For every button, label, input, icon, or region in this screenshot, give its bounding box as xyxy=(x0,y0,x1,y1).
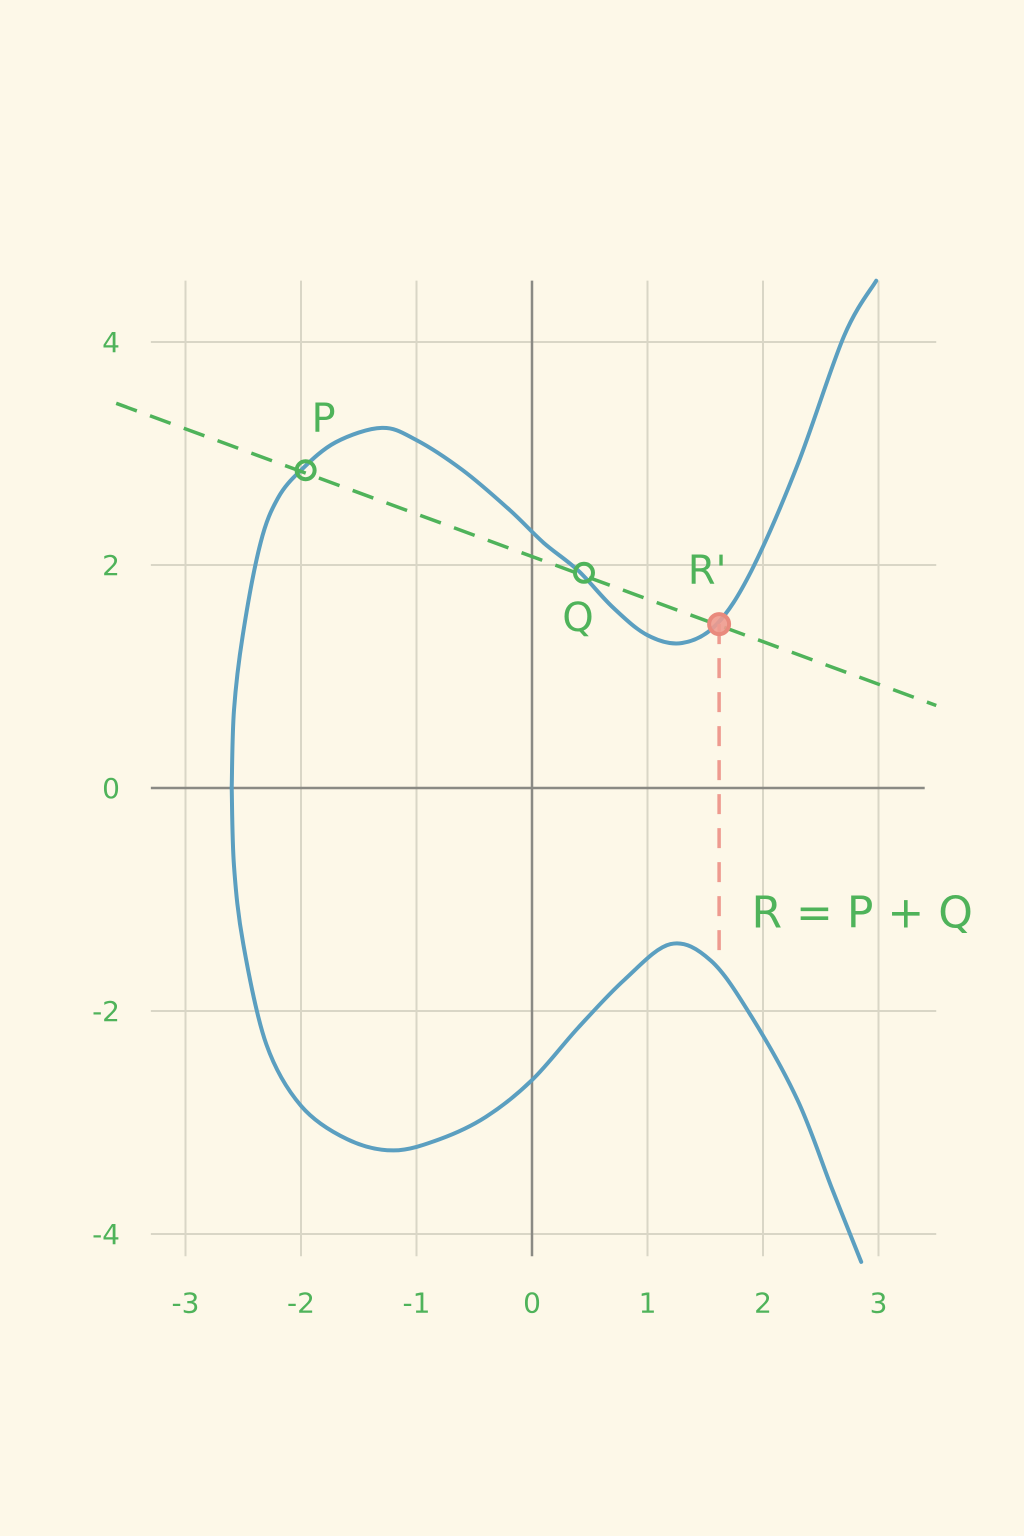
point-label: R' xyxy=(688,548,727,594)
curve-layer xyxy=(115,278,937,1264)
secant-line xyxy=(115,401,937,708)
x-tick-label: -1 xyxy=(403,1286,431,1319)
point-r-prime xyxy=(707,612,732,637)
curve-lower-branch xyxy=(229,786,864,1264)
label-layer: P Q R' R = P + Q xyxy=(312,396,973,938)
y-tick-label: 0 xyxy=(102,772,120,805)
sum-annotation: R = P + Q xyxy=(751,887,972,938)
x-tick-label: 3 xyxy=(870,1286,888,1319)
y-tick-label: 4 xyxy=(102,326,120,359)
x-tick-label: 1 xyxy=(639,1286,657,1319)
y-tick-label: 2 xyxy=(102,549,120,582)
y-tick-label: -2 xyxy=(92,995,120,1028)
x-tick-label: -3 xyxy=(172,1286,200,1319)
x-tick-label: 2 xyxy=(754,1286,772,1319)
point-layer xyxy=(294,459,732,637)
tick-labels: -3 -2 -1 0 1 2 3 -4 -2 0 2 4 xyxy=(92,326,887,1319)
x-tick-label: 0 xyxy=(523,1286,541,1319)
point-p xyxy=(294,459,317,482)
axes xyxy=(150,280,925,1257)
point-label: P xyxy=(312,396,336,442)
point-label: Q xyxy=(562,595,593,641)
x-tick-label: -2 xyxy=(287,1286,315,1319)
point-q xyxy=(572,561,595,584)
curve-upper-branch xyxy=(229,278,879,790)
y-tick-label: -4 xyxy=(92,1218,120,1251)
grid xyxy=(150,280,937,1257)
